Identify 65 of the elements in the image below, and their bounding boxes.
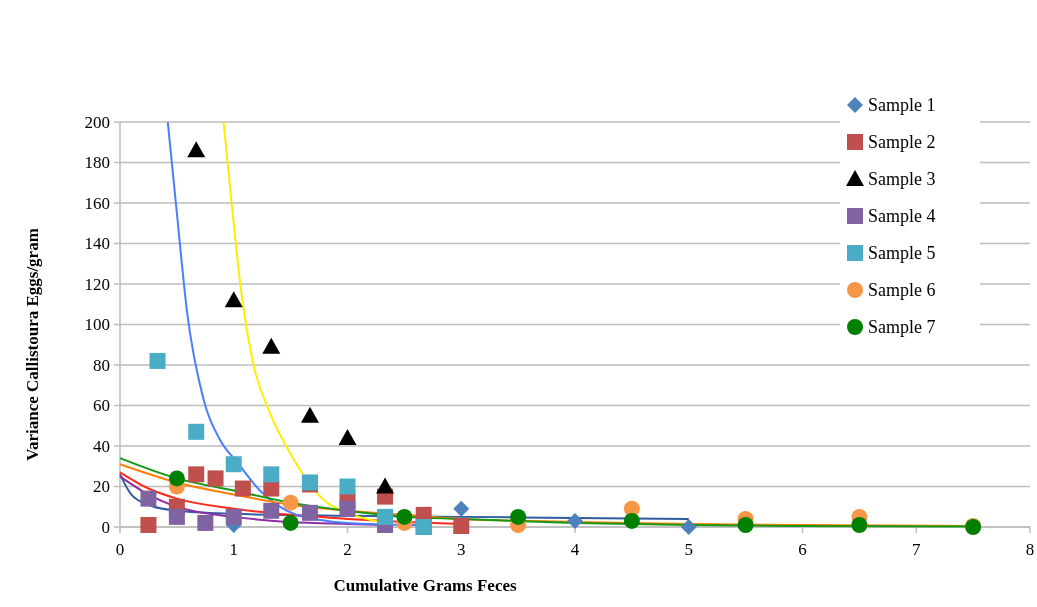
- point: [187, 141, 206, 158]
- point: [140, 490, 157, 507]
- x-tick-label: 6: [798, 540, 807, 559]
- point: [300, 406, 319, 423]
- point: [737, 516, 754, 533]
- legend-label: Sample 4: [868, 206, 936, 227]
- x-tick-label: 7: [912, 540, 921, 559]
- y-tick-label: 60: [93, 396, 110, 416]
- legend-label: Sample 2: [868, 132, 936, 153]
- point: [282, 514, 299, 531]
- point: [234, 480, 251, 497]
- y-tick-label: 180: [84, 153, 110, 173]
- point: [396, 508, 413, 525]
- point: [567, 512, 583, 529]
- y-tick-label: 80: [93, 355, 110, 375]
- point: [140, 516, 157, 533]
- point: [263, 480, 280, 497]
- x-tick-label: 0: [115, 540, 125, 559]
- y-axis-title: Variance Callistoura Eggs/gram: [23, 228, 42, 461]
- y-tick-label: 20: [93, 477, 110, 497]
- legend-label: Sample 6: [868, 280, 936, 301]
- point: [301, 504, 318, 521]
- point: [197, 514, 214, 531]
- point: [262, 337, 281, 354]
- point: [225, 508, 242, 525]
- point: [224, 291, 243, 308]
- y-tick-label: 100: [84, 315, 110, 335]
- point: [168, 508, 185, 525]
- y-tick-label: 120: [84, 274, 110, 294]
- point: [680, 519, 697, 535]
- point: [263, 502, 280, 519]
- point: [376, 477, 395, 494]
- y-tick-label: 40: [93, 436, 110, 456]
- x-axis-title: Cumulative Grams Feces: [333, 576, 517, 595]
- point: [207, 470, 224, 487]
- point: [168, 470, 185, 487]
- x-tick-label: 8: [1025, 540, 1035, 559]
- point: [225, 456, 242, 473]
- x-tick-label: 2: [343, 540, 352, 559]
- point: [282, 494, 299, 511]
- point: [377, 508, 394, 525]
- x-tick-label: 5: [684, 540, 693, 559]
- x-tick-label: 3: [457, 540, 466, 559]
- y-tick-label: 140: [84, 234, 110, 254]
- x-tick-label: 4: [570, 540, 580, 559]
- point: [188, 423, 205, 440]
- point: [263, 466, 280, 483]
- legend-label: Sample 3: [868, 169, 936, 190]
- y-tick-label: 200: [84, 112, 110, 132]
- point: [453, 500, 470, 517]
- point: [339, 500, 356, 517]
- legend-label: Sample 5: [868, 243, 936, 264]
- point: [453, 517, 470, 534]
- y-tick-label: 160: [84, 193, 110, 213]
- point: [623, 512, 640, 529]
- point: [188, 466, 205, 483]
- point: [339, 478, 356, 495]
- legend-label: Sample 1: [868, 95, 936, 116]
- point: [510, 508, 527, 525]
- point: [851, 516, 868, 533]
- x-tick-label: 1: [229, 540, 238, 559]
- point: [338, 428, 357, 445]
- y-tick-label: 0: [101, 517, 110, 537]
- point: [149, 352, 166, 369]
- legend-label: Sample 7: [868, 317, 936, 338]
